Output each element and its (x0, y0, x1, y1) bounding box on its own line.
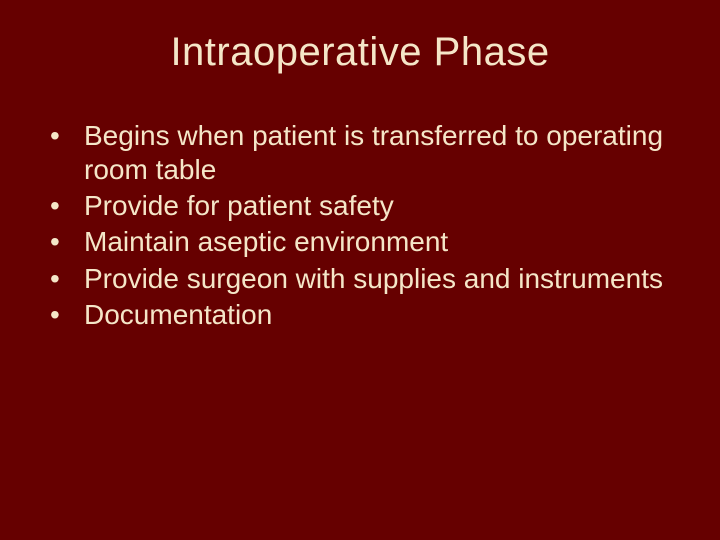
list-item: Provide surgeon with supplies and instru… (44, 262, 688, 296)
slide-title: Intraoperative Phase (32, 30, 688, 75)
list-item: Begins when patient is transferred to op… (44, 119, 688, 187)
slide-container: Intraoperative Phase Begins when patient… (0, 0, 720, 540)
list-item: Maintain aseptic environment (44, 225, 688, 259)
list-item: Provide for patient safety (44, 189, 688, 223)
list-item: Documentation (44, 298, 688, 332)
bullet-list: Begins when patient is transferred to op… (32, 119, 688, 332)
